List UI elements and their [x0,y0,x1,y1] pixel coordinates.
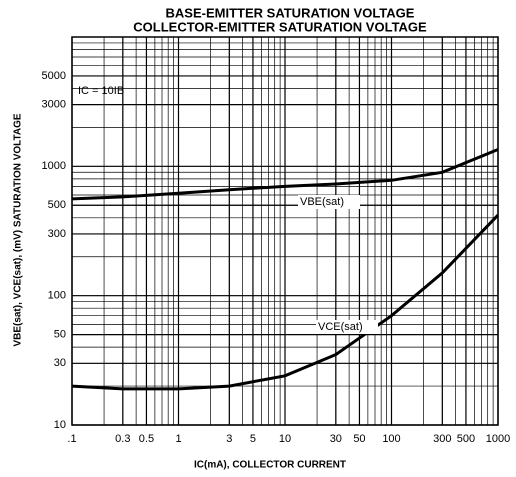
y-tick-label: 3000 [42,99,66,111]
annotation: IC = 10IB [78,85,124,97]
x-tick-label: 3 [226,433,232,445]
x-tick-label: 5 [250,433,256,445]
x-tick-label: 0.5 [139,433,154,445]
x-tick-label: 10 [279,433,291,445]
y-tick-label: 100 [48,290,66,302]
y-tick-label: 300 [48,228,66,240]
x-tick-label: 0.3 [115,433,130,445]
x-tick-label: .1 [67,433,76,445]
x-tick-label: 300 [433,433,451,445]
y-tick-label: 1000 [42,160,66,172]
x-tick-label: 1 [175,433,181,445]
x-tick-label: 100 [382,433,400,445]
chart-title: BASE-EMITTER SATURATION VOLTAGE [166,5,415,20]
label-bg [298,195,360,209]
series-label: VBE(sat) [300,196,344,208]
line-series [71,214,500,391]
y-tick-label: 50 [54,329,66,341]
y-tick-label: 10 [54,419,66,431]
y-tick-label: 30 [54,357,66,369]
label-bg [316,320,378,334]
x-axis-label: IC(mA), COLLECTOR CURRENT [194,460,346,471]
x-tick-label: 500 [457,433,475,445]
line-series [71,148,499,201]
x-tick-label: 50 [353,433,365,445]
chart-subtitle: COLLECTOR-EMITTER SATURATION VOLTAGE [133,19,427,34]
y-tick-label: 500 [48,199,66,211]
y-tick-label: 5000 [42,70,66,82]
y-axis-label: VBE(sat), VCE(sat), (mV) SATURATION VOLT… [13,113,24,346]
x-tick-label: 1000 [486,433,510,445]
x-tick-label: 30 [330,433,342,445]
series-label: VCE(sat) [318,321,363,333]
